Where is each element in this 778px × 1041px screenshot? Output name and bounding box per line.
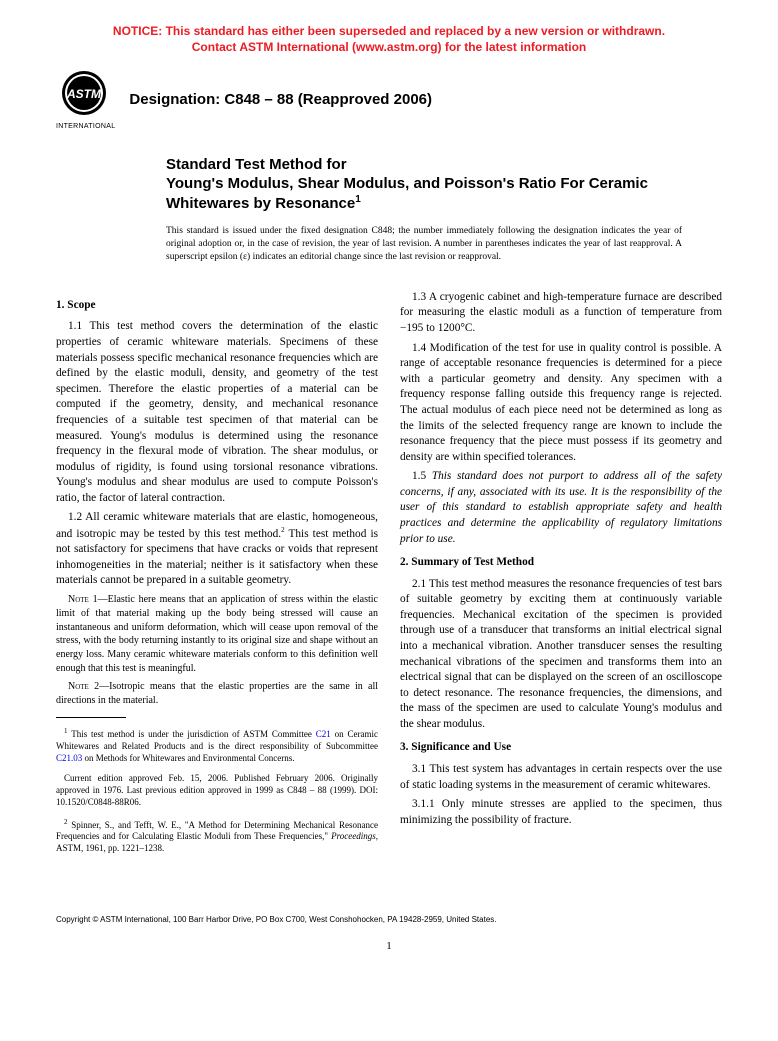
notice-line-1: NOTICE: This standard has either been su… [113, 24, 665, 38]
section-3-heading: 3. Significance and Use [400, 740, 722, 756]
page-number: 1 [56, 940, 722, 952]
svg-text:ASTM: ASTM [66, 87, 102, 101]
header-row: ASTM INTERNATIONAL Designation: C848 – 8… [56, 69, 722, 130]
para-2-1: 2.1 This test method measures the resona… [400, 577, 722, 733]
section-1-heading: 1. Scope [56, 298, 378, 314]
note-1-label: Note 1 [68, 594, 98, 605]
copyright-line: Copyright © ASTM International, 100 Barr… [56, 915, 722, 924]
fn2-ital: Proceedings [331, 831, 376, 841]
footnote-1-cont: Current edition approved Feb. 15, 2006. … [56, 773, 378, 808]
body-columns: 1. Scope 1.1 This test method covers the… [56, 290, 722, 855]
issuance-note: This standard is issued under the fixed … [166, 225, 682, 263]
fn1-c: on Methods for Whitewares and Environmen… [82, 753, 294, 763]
title-block: Standard Test Method for Young's Modulus… [166, 156, 722, 213]
designation-text: Designation: C848 – 88 (Reapproved 2006) [129, 91, 432, 108]
note-1-text: —Elastic here means that an application … [56, 594, 378, 674]
title-kicker: Standard Test Method for [166, 156, 722, 175]
para-3-1-1: 3.1.1 Only minute stresses are applied t… [400, 797, 722, 828]
fn2-a: Spinner, S., and Tefft, W. E., "A Method… [56, 820, 378, 842]
footnote-rule [56, 717, 126, 718]
astm-logo-icon: ASTM [56, 69, 112, 125]
note-2-label: Note 2 [68, 681, 99, 692]
note-1: Note 1—Elastic here means that an applic… [56, 593, 378, 676]
notice-banner: NOTICE: This standard has either been su… [56, 24, 722, 55]
title-main: Young's Modulus, Shear Modulus, and Pois… [166, 175, 722, 214]
para-1-1: 1.1 This test method covers the determin… [56, 319, 378, 506]
note-2-text: —Isotropic means that the elastic proper… [56, 681, 378, 706]
document-page: NOTICE: This standard has either been su… [0, 0, 778, 992]
para-1-2: 1.2 All ceramic whiteware materials that… [56, 510, 378, 589]
logo-subtext: INTERNATIONAL [56, 123, 115, 130]
para-1-3: 1.3 A cryogenic cabinet and high-tempera… [400, 290, 722, 337]
section-2-heading: 2. Summary of Test Method [400, 555, 722, 571]
para-1-5-text: This standard does not purport to addres… [400, 470, 722, 544]
para-1-5: 1.5 This standard does not purport to ad… [400, 469, 722, 547]
para-1-4: 1.4 Modification of the test for use in … [400, 341, 722, 466]
note-2: Note 2—Isotropic means that the elastic … [56, 680, 378, 708]
notice-line-2: Contact ASTM International (www.astm.org… [192, 40, 586, 54]
title-main-text: Young's Modulus, Shear Modulus, and Pois… [166, 175, 648, 212]
title-superscript: 1 [355, 194, 361, 205]
footnote-1: 1 This test method is under the jurisdic… [56, 727, 378, 764]
fn1-link-1[interactable]: C21 [316, 729, 331, 739]
logo-block: ASTM INTERNATIONAL [56, 69, 115, 130]
fn1-link-2[interactable]: C21.03 [56, 753, 82, 763]
footnote-2: 2 Spinner, S., and Tefft, W. E., "A Meth… [56, 818, 378, 855]
footnotes-block: 1 This test method is under the jurisdic… [56, 717, 378, 854]
para-3-1: 3.1 This test system has advantages in c… [400, 762, 722, 793]
fn1-a: This test method is under the jurisdicti… [68, 729, 316, 739]
